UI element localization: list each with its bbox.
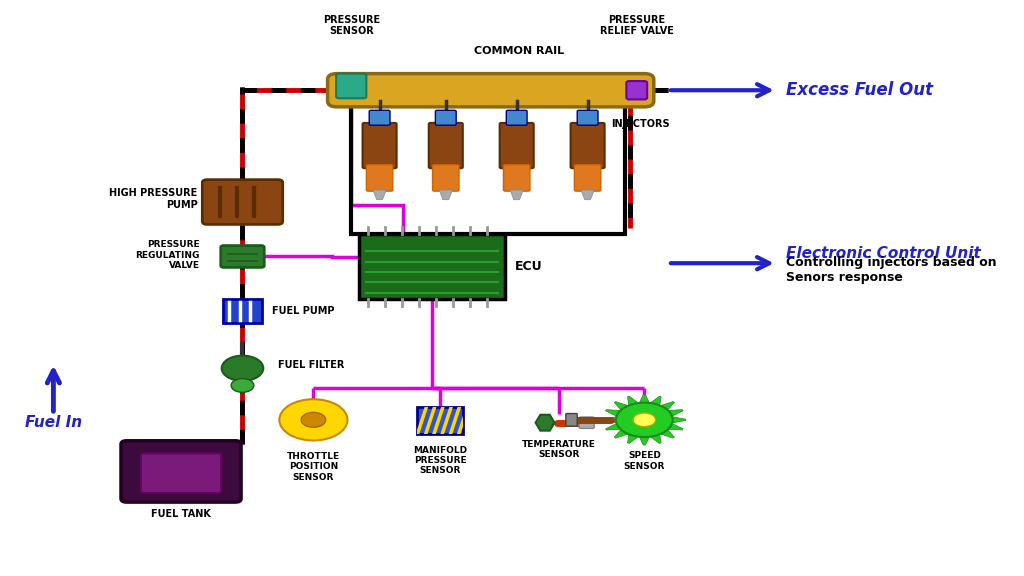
Polygon shape [605, 410, 621, 416]
Polygon shape [650, 396, 662, 406]
FancyBboxPatch shape [580, 417, 594, 429]
Polygon shape [660, 430, 675, 438]
FancyBboxPatch shape [222, 299, 262, 323]
Polygon shape [605, 423, 621, 430]
Text: MANIFOLD
PRESSURE
SENSOR: MANIFOLD PRESSURE SENSOR [413, 446, 467, 475]
FancyBboxPatch shape [566, 414, 578, 426]
Circle shape [231, 378, 254, 392]
Polygon shape [669, 423, 683, 430]
FancyBboxPatch shape [574, 165, 601, 191]
FancyBboxPatch shape [367, 165, 393, 191]
Text: TEMPERATURE
SENSOR: TEMPERATURE SENSOR [522, 440, 596, 459]
Polygon shape [614, 430, 628, 438]
Text: FUEL TANK: FUEL TANK [152, 509, 211, 519]
Text: PRESSURE
REGULATING
VALVE: PRESSURE REGULATING VALVE [135, 240, 200, 270]
Text: FUEL PUMP: FUEL PUMP [271, 306, 334, 316]
Polygon shape [672, 417, 686, 423]
FancyBboxPatch shape [221, 245, 264, 267]
Text: SPEED
SENSOR: SPEED SENSOR [624, 452, 665, 471]
FancyBboxPatch shape [328, 74, 653, 107]
FancyBboxPatch shape [432, 165, 459, 191]
FancyBboxPatch shape [627, 81, 647, 100]
Polygon shape [536, 415, 555, 431]
Text: ECU: ECU [515, 260, 543, 273]
Circle shape [633, 413, 655, 427]
FancyBboxPatch shape [121, 441, 241, 502]
Text: PRESSURE
SENSOR: PRESSURE SENSOR [323, 15, 380, 36]
FancyBboxPatch shape [418, 407, 463, 434]
FancyBboxPatch shape [370, 110, 390, 125]
Circle shape [221, 355, 263, 381]
Circle shape [616, 403, 673, 437]
Text: HIGH PRESSURE
PUMP: HIGH PRESSURE PUMP [110, 188, 198, 210]
Polygon shape [581, 190, 594, 200]
FancyBboxPatch shape [141, 453, 221, 493]
Text: INJECTORS: INJECTORS [611, 119, 670, 129]
Circle shape [301, 412, 326, 427]
FancyBboxPatch shape [435, 110, 456, 125]
Polygon shape [639, 437, 649, 445]
Text: Excess Fuel Out: Excess Fuel Out [786, 81, 933, 99]
Polygon shape [614, 401, 628, 410]
Polygon shape [660, 401, 675, 410]
Polygon shape [669, 410, 683, 416]
Polygon shape [628, 434, 638, 444]
Circle shape [280, 399, 347, 441]
FancyBboxPatch shape [570, 123, 604, 168]
FancyBboxPatch shape [504, 165, 530, 191]
Text: COMMON RAIL: COMMON RAIL [474, 47, 564, 56]
Text: PRESSURE
RELIEF VALVE: PRESSURE RELIEF VALVE [600, 15, 674, 36]
FancyBboxPatch shape [500, 123, 534, 168]
Polygon shape [439, 190, 453, 200]
Text: Fuel In: Fuel In [25, 415, 82, 430]
FancyBboxPatch shape [203, 180, 283, 225]
Text: Electronic Control Unit: Electronic Control Unit [786, 246, 981, 261]
FancyBboxPatch shape [429, 123, 463, 168]
FancyBboxPatch shape [578, 110, 598, 125]
Text: FUEL FILTER: FUEL FILTER [279, 361, 345, 370]
Polygon shape [373, 190, 386, 200]
FancyBboxPatch shape [506, 110, 527, 125]
Polygon shape [603, 417, 616, 423]
Polygon shape [650, 434, 662, 444]
Polygon shape [639, 395, 649, 403]
Text: THROTTLE
POSITION
SENSOR: THROTTLE POSITION SENSOR [287, 452, 340, 482]
FancyBboxPatch shape [362, 123, 396, 168]
Text: Controlling injectors based on
Senors response: Controlling injectors based on Senors re… [786, 256, 996, 284]
FancyBboxPatch shape [336, 74, 367, 98]
FancyBboxPatch shape [358, 233, 506, 300]
Polygon shape [628, 396, 638, 406]
Polygon shape [510, 190, 523, 200]
